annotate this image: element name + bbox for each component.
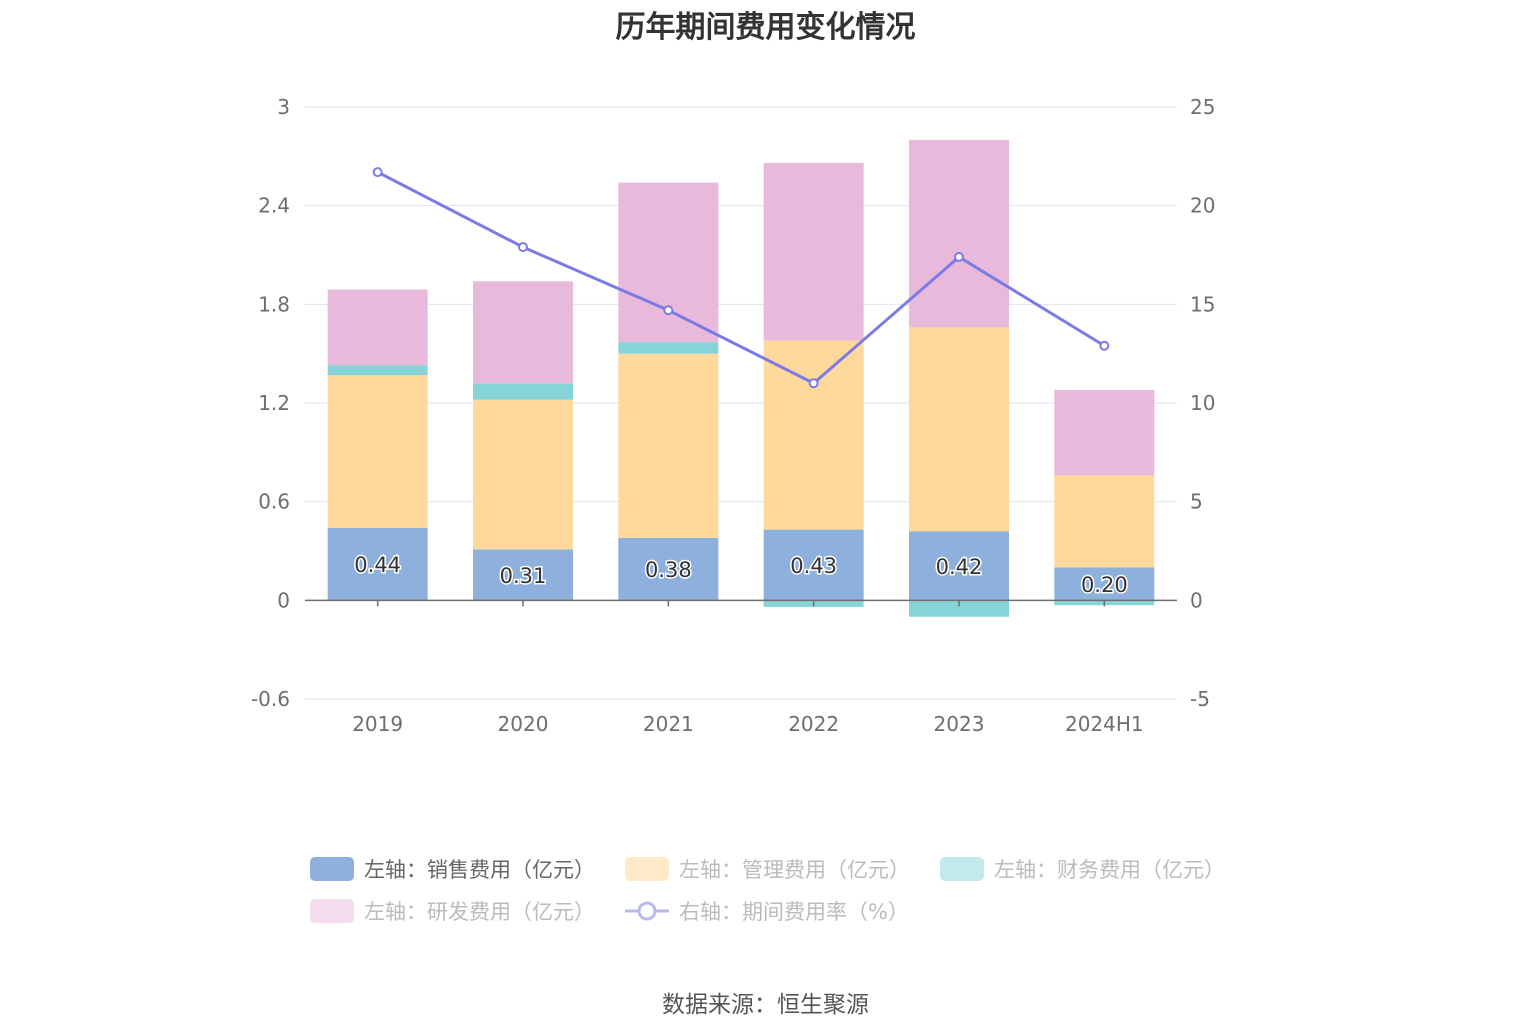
- legend-label-sales: 左轴：销售费用（亿元）: [364, 858, 595, 882]
- legend-item-rnd[interactable]: 左轴：研发费用（亿元）: [310, 896, 595, 926]
- grid-lines: [305, 106, 1177, 700]
- chart-title: 历年期间费用变化情况: [615, 10, 916, 45]
- bar-segment-3[interactable]: [473, 281, 573, 384]
- bar-segment-3[interactable]: [909, 139, 1009, 328]
- x-tick-label: 2019: [352, 712, 403, 736]
- x-tick-label: 2020: [498, 712, 549, 736]
- bar-segment-0[interactable]: [1054, 567, 1155, 601]
- legend-label-admin: 左轴：管理费用（亿元）: [679, 858, 910, 882]
- bar-data-label: 0.42: [936, 555, 983, 579]
- legend-swatch-admin: [625, 857, 669, 881]
- rate-line: [372, 167, 1110, 389]
- bar-data-label: 0.31: [500, 564, 547, 588]
- bar-segment-0[interactable]: [618, 537, 719, 601]
- right-axis: 25 20 15 10 5 0 -5: [1190, 95, 1215, 711]
- rate-point[interactable]: [954, 251, 964, 262]
- legend-row-1: 左轴：销售费用（亿元） 左轴：管理费用（亿元） 左轴：财务费用（亿元）: [310, 848, 1290, 890]
- legend-item-sales[interactable]: 左轴：销售费用（亿元）: [310, 854, 595, 884]
- bar-segment-3[interactable]: [763, 162, 864, 341]
- bars: [327, 139, 1155, 617]
- right-tick-label: -5: [1190, 687, 1210, 711]
- bar-data-label: 0.43: [790, 554, 837, 578]
- bar-segment-1[interactable]: [763, 340, 864, 530]
- bar-segment-1[interactable]: [618, 353, 719, 538]
- legend-swatch-sales: [310, 857, 354, 881]
- left-tick-label: -0.6: [251, 687, 290, 711]
- bar-data-label: 0.20: [1081, 573, 1128, 597]
- left-tick-label: 0.6: [258, 490, 290, 514]
- left-tick-label: 1.2: [258, 391, 290, 415]
- right-tick-label: 20: [1190, 194, 1215, 218]
- bar-segment-1[interactable]: [327, 375, 428, 528]
- legend-label-rate: 右轴：期间费用率（%）: [679, 900, 909, 924]
- rate-line-path: [376, 170, 1106, 386]
- legend-line-icon: [625, 901, 669, 921]
- bar-segment-2[interactable]: [327, 365, 428, 376]
- right-tick-label: 10: [1190, 391, 1215, 415]
- legend: 左轴：销售费用（亿元） 左轴：管理费用（亿元） 左轴：财务费用（亿元） 左轴：研…: [310, 848, 1290, 932]
- x-tick-label: 2022: [788, 712, 839, 736]
- left-axis: 3 2.4 1.8 1.2 0.6 0 -0.6: [251, 95, 290, 711]
- left-tick-label: 1.8: [258, 292, 290, 316]
- legend-swatch-rnd: [310, 899, 354, 923]
- bar-segment-0[interactable]: [473, 549, 573, 601]
- data-source: 数据来源：恒生聚源: [662, 992, 869, 1018]
- bar-segment-2[interactable]: [618, 342, 719, 354]
- rate-point[interactable]: [1099, 340, 1110, 351]
- right-tick-label: 5: [1190, 490, 1203, 514]
- x-tick-label: 2024H1: [1065, 712, 1144, 736]
- chart-area: 3 2.4 1.8 1.2 0.6 0 -0.6 25 20 15 10 5 0 -5 2019 2020…: [251, 95, 1215, 736]
- legend-label-finance: 左轴：财务费用（亿元）: [994, 858, 1225, 882]
- x-axis: [305, 599, 1177, 607]
- legend-swatch-finance: [940, 857, 984, 881]
- bar-data-label: 0.38: [645, 558, 692, 582]
- bar-segment-3[interactable]: [327, 289, 428, 366]
- bar-segment-2[interactable]: [473, 383, 573, 400]
- bar-segment-1[interactable]: [1054, 475, 1155, 568]
- right-tick-label: 25: [1190, 95, 1215, 119]
- bar-segment-1[interactable]: [909, 327, 1009, 532]
- right-tick-label: 15: [1190, 292, 1215, 316]
- bar-data-label: 0.44: [354, 553, 401, 577]
- legend-item-admin[interactable]: 左轴：管理费用（亿元）: [625, 854, 910, 884]
- rate-point[interactable]: [372, 167, 383, 178]
- rate-point[interactable]: [808, 378, 819, 389]
- legend-label-rnd: 左轴：研发费用（亿元）: [364, 900, 595, 924]
- bar-segment-0[interactable]: [327, 527, 428, 601]
- x-tick-label: 2021: [643, 712, 694, 736]
- bar-segment-3[interactable]: [1054, 389, 1155, 476]
- left-tick-label: 2.4: [258, 194, 290, 218]
- bar-segment-2[interactable]: [909, 600, 1009, 617]
- left-tick-label: 0: [277, 588, 290, 612]
- bar-segment-3[interactable]: [618, 182, 719, 343]
- x-axis-labels: 2019 2020 2021 2022 2023 2024H1: [352, 712, 1143, 736]
- left-tick-label: 3: [277, 95, 290, 119]
- legend-row-2: 左轴：研发费用（亿元） 右轴：期间费用率（%）: [310, 890, 1290, 932]
- right-tick-label: 0: [1190, 588, 1203, 612]
- rate-point[interactable]: [518, 242, 528, 253]
- bar-segment-0[interactable]: [763, 529, 864, 601]
- bar-data-labels: 0.44 0.31 0.38 0.43 0.42 0.20: [353, 552, 1129, 599]
- x-tick-label: 2023: [934, 712, 985, 736]
- bar-segment-0[interactable]: [909, 531, 1009, 601]
- rate-point[interactable]: [663, 305, 674, 316]
- legend-item-finance[interactable]: 左轴：财务费用（亿元）: [940, 854, 1225, 884]
- bar-segment-1[interactable]: [473, 399, 573, 550]
- legend-item-rate[interactable]: 右轴：期间费用率（%）: [625, 896, 909, 926]
